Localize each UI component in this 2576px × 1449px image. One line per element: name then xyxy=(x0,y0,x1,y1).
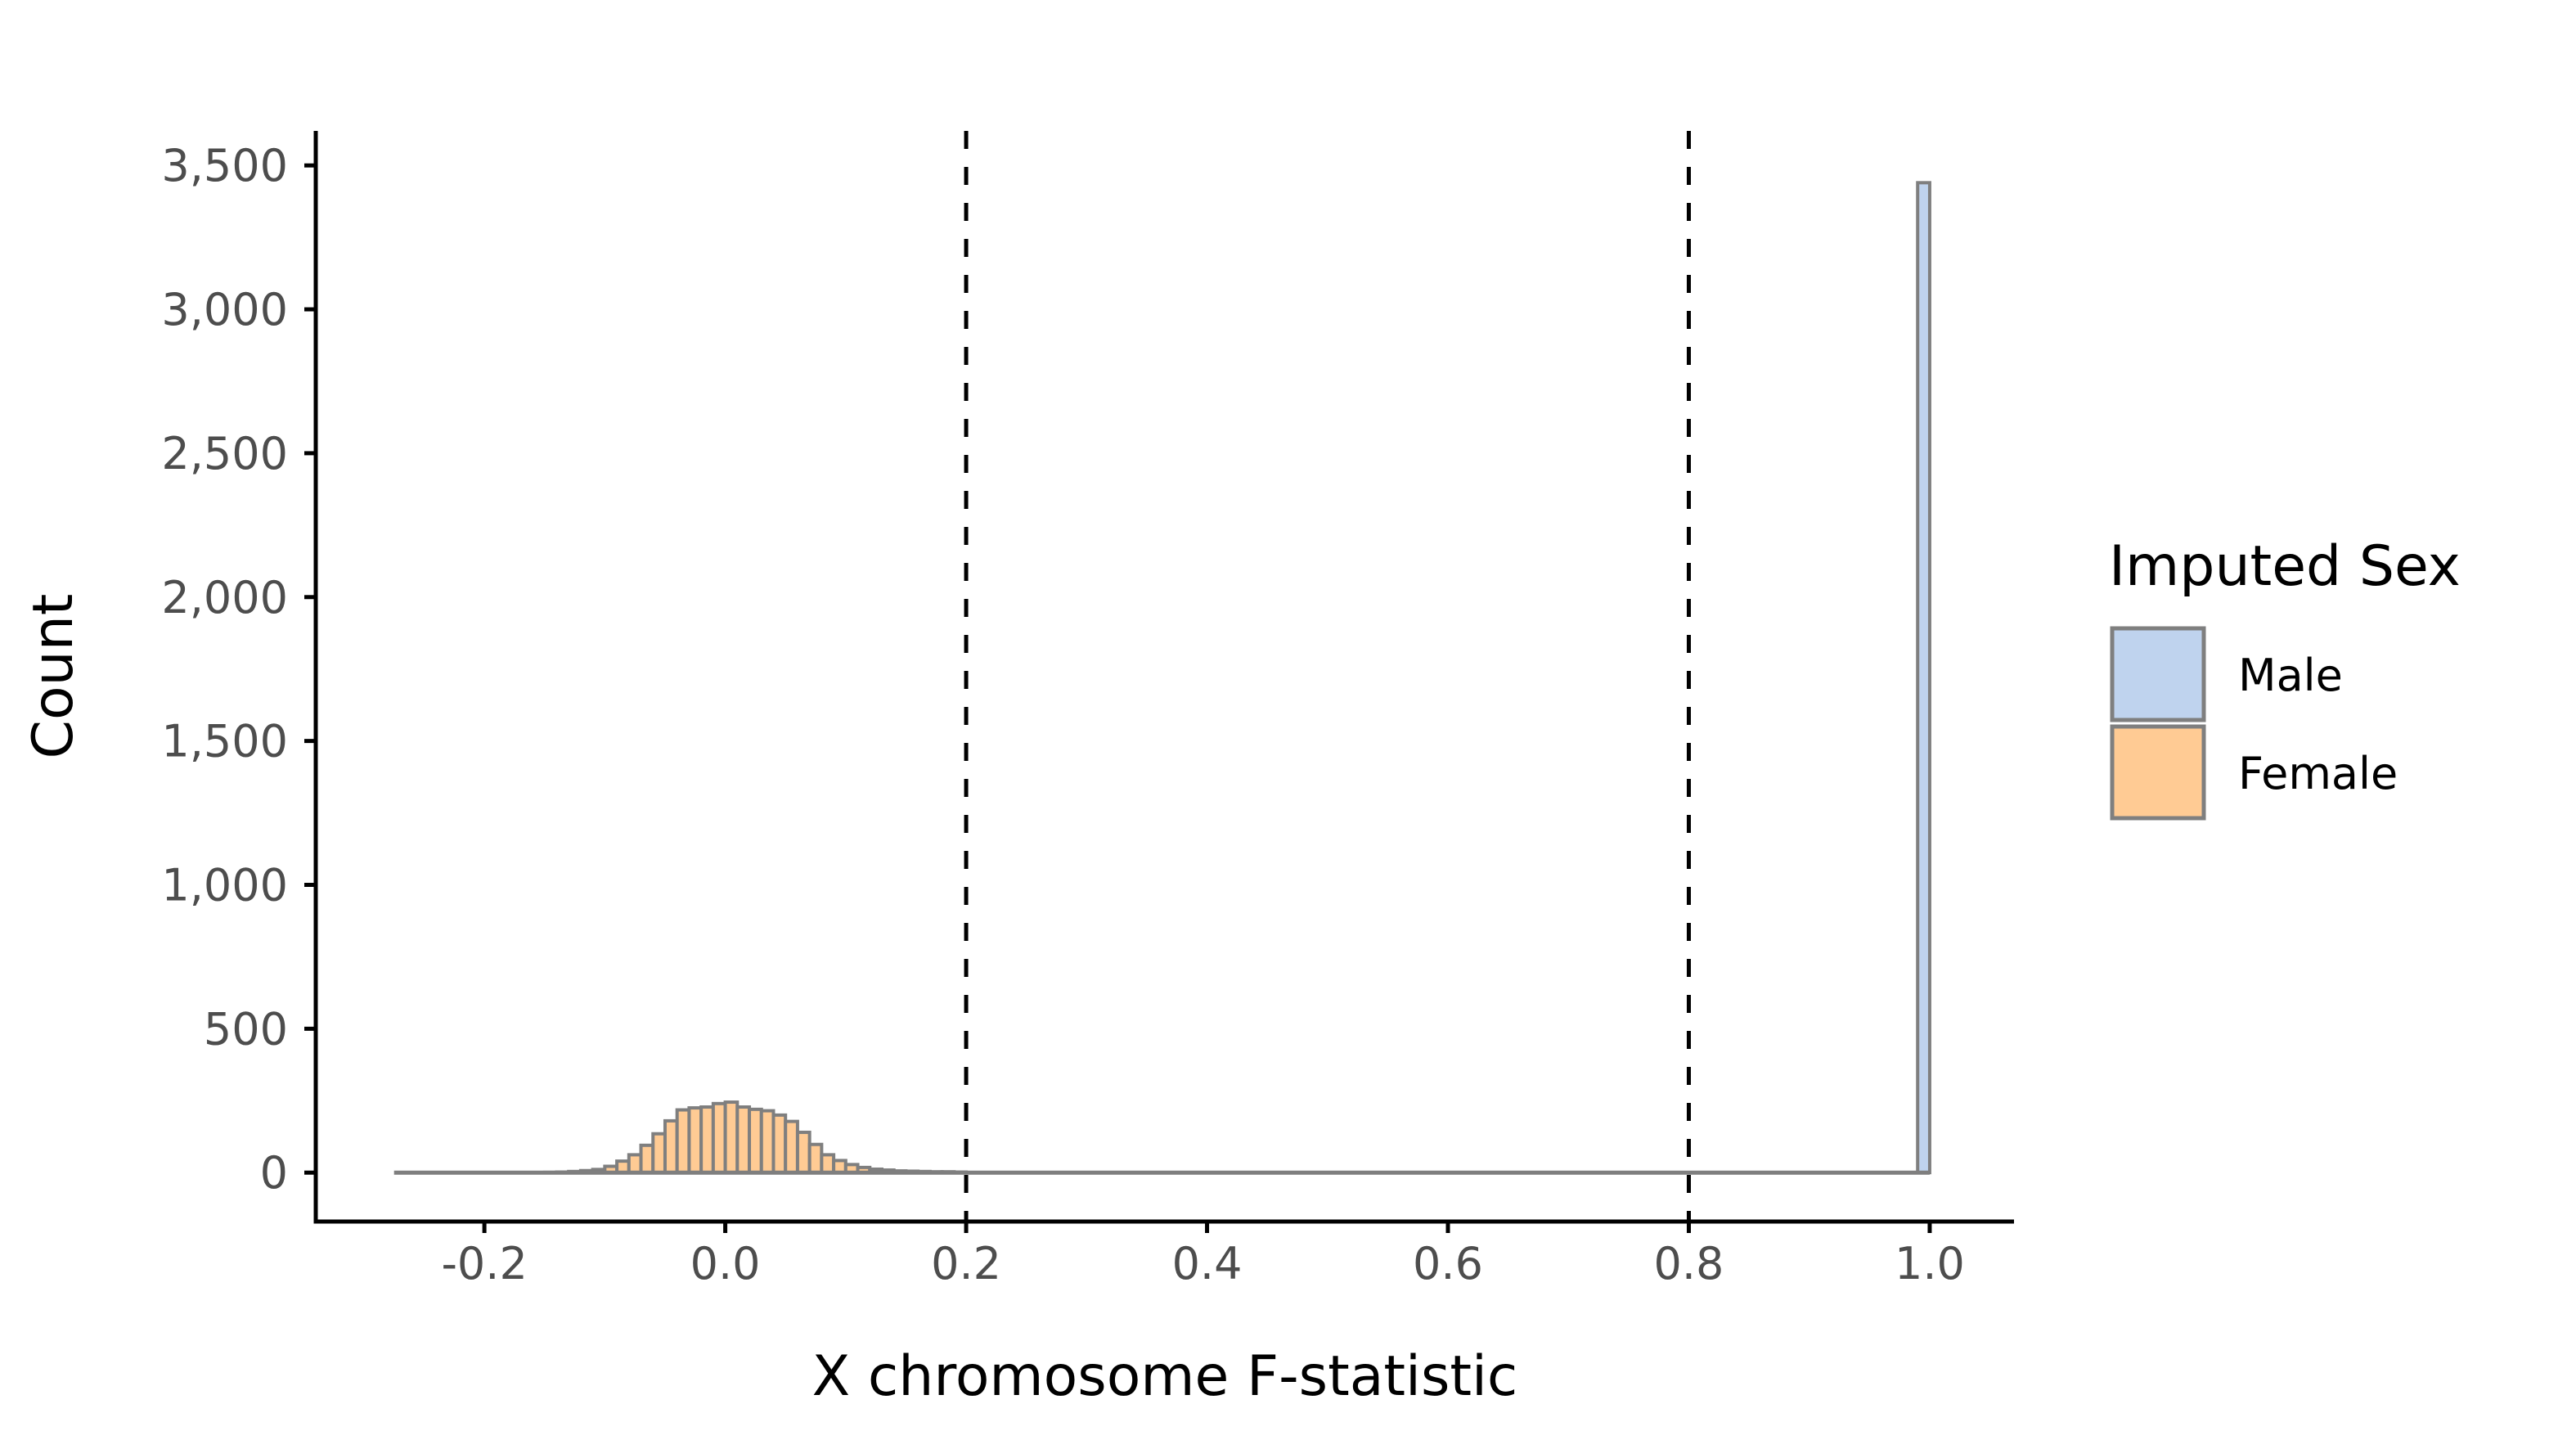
axes: 0 500 1,000 1,500 2,000 2,500 3,000 3,500 -0.2 0… xyxy=(161,131,2014,1289)
histogram-bar-male xyxy=(1916,181,1931,1175)
histogram-bar-female xyxy=(663,1118,679,1175)
histogram-bar-female xyxy=(759,1109,775,1175)
y-tick-label: 0 xyxy=(260,1147,288,1199)
y-tick-label: 1,000 xyxy=(161,859,288,911)
y-tick-label: 3,500 xyxy=(161,140,288,191)
y-tick-label: 500 xyxy=(204,1003,288,1055)
x-axis-ticks: -0.2 0.0 0.2 0.4 0.6 0.8 1.0 xyxy=(441,1222,1965,1289)
x-tick-label: 0.4 xyxy=(1172,1238,1243,1289)
histogram-bar-female xyxy=(807,1142,824,1175)
legend-key-male xyxy=(2110,626,2206,722)
legend-label-female: Female xyxy=(2238,748,2398,799)
legend-items: Male Female xyxy=(2110,626,2398,821)
y-tick-label: 1,500 xyxy=(161,716,288,767)
histogram-bar-female xyxy=(784,1119,799,1175)
histogram-bar-female xyxy=(711,1101,727,1175)
x-tick-label: 1.0 xyxy=(1895,1238,1965,1289)
x-tick-label: 0.6 xyxy=(1413,1238,1483,1289)
legend-label-male: Male xyxy=(2238,650,2343,701)
histogram-bar-female xyxy=(651,1132,667,1175)
y-tick-label: 2,000 xyxy=(161,572,288,623)
histogram-bars xyxy=(542,181,1931,1175)
legend: Imputed Sex Male Female xyxy=(2109,534,2461,821)
x-tick-label: 0.0 xyxy=(690,1238,761,1289)
histogram-bar-female xyxy=(795,1130,811,1175)
x-tick-label: 0.8 xyxy=(1654,1238,1724,1289)
histogram-bar-female xyxy=(723,1100,740,1175)
histogram-bar-female xyxy=(735,1105,752,1175)
legend-key-female xyxy=(2110,724,2206,821)
y-axis-ticks: 0 500 1,000 1,500 2,000 2,500 3,000 3,500 xyxy=(161,140,316,1199)
legend-title: Imputed Sex xyxy=(2109,534,2461,599)
x-tick-label: -0.2 xyxy=(441,1238,527,1289)
x-axis-title: X chromosome F-statistic xyxy=(812,1344,1518,1409)
histogram-bar-female xyxy=(639,1143,655,1175)
histogram-bar-female xyxy=(699,1105,715,1175)
y-tick-label: 3,000 xyxy=(161,284,288,335)
histogram-bar-female xyxy=(675,1108,691,1175)
reference-lines xyxy=(964,131,1691,1222)
histogram-bar-female xyxy=(771,1113,788,1175)
histogram-bar-female xyxy=(748,1107,763,1175)
histogram-bar-female xyxy=(687,1106,704,1175)
histogram-bar-female xyxy=(627,1153,643,1175)
histogram-bar-female xyxy=(820,1153,836,1175)
x-tick-label: 0.2 xyxy=(931,1238,1001,1289)
y-tick-label: 2,500 xyxy=(161,428,288,479)
y-axis-title: Count xyxy=(21,594,86,759)
